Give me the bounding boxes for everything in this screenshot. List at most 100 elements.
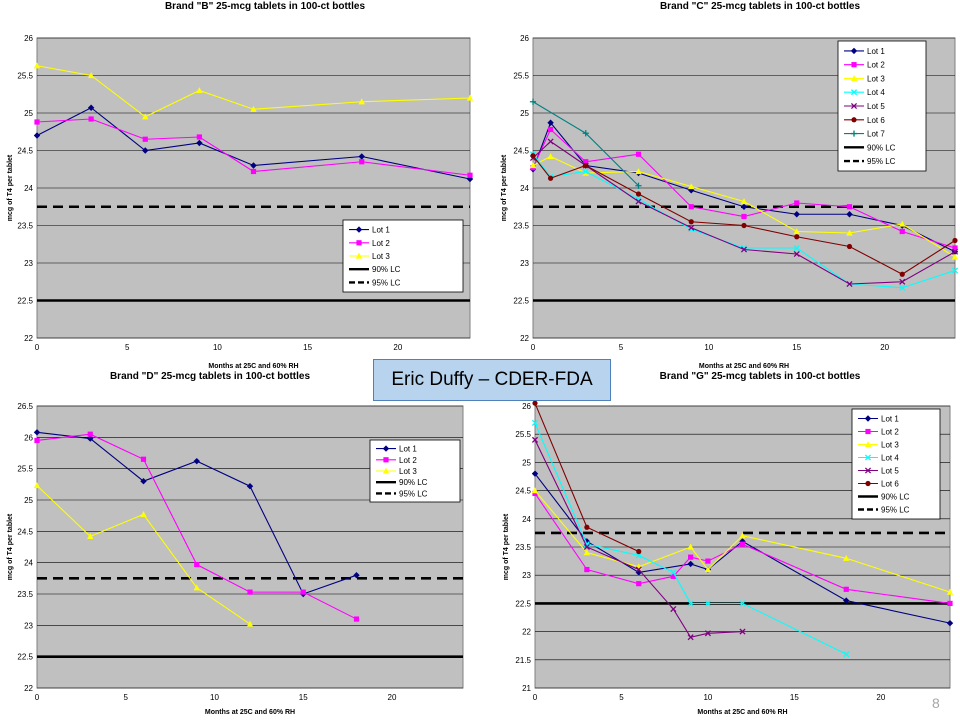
data-point [794,234,800,240]
data-point [530,153,536,159]
y-tick-label: 25.5 [17,465,33,474]
x-tick-label: 15 [303,343,312,352]
legend-marker [850,102,858,110]
data-point [359,159,365,165]
data-point [951,253,959,260]
legend-label: 95% LC [867,157,896,166]
y-tick-label: 23 [520,259,529,268]
series-lot-2 [34,431,360,622]
legend-marker [851,117,857,123]
data-point [704,600,711,607]
series-line [534,422,847,655]
data-point [194,561,200,568]
series-lot-7 [529,98,642,189]
y-tick-label: 22 [24,684,33,693]
legend-marker [356,240,362,246]
data-point [687,634,694,641]
y-tick-label: 22 [520,334,529,343]
data-point [466,175,474,183]
y-tick-label: 25 [24,109,33,118]
data-point [704,566,712,573]
data-point [353,616,360,622]
legend-marker [850,89,858,96]
y-tick-label: 26 [24,34,33,43]
legend-marker [850,75,858,82]
y-tick-label: 25 [522,458,531,467]
chart-3: 22 22.5 23 23.5 24 24.5 25 25.5 26 26.5 0 5 10 15 20 Br… [7,371,464,716]
legend-label: 95% LC [372,278,401,287]
data-point [843,651,850,658]
data-point [635,552,642,559]
data-point [946,619,954,627]
legend-marker [355,226,363,233]
series-lot-3 [529,153,959,260]
chart-title: Brand "B" 25-mcg tablets in 100-ct bottl… [165,1,366,12]
x-axis-label: Months at 25C and 60% RH [697,709,787,716]
x-tick-label: 15 [299,693,308,702]
series-line [532,121,956,253]
data-point [740,246,748,253]
legend-label: Lot 4 [881,454,899,463]
x-tick-label: 0 [533,693,538,702]
y-axis-label: mcg of T4 per tablet [503,513,510,580]
legend-marker [865,480,871,487]
x-tick-label: 20 [880,343,889,352]
data-point [688,224,695,231]
data-point [635,191,642,197]
y-tick-label: 25.5 [17,72,33,81]
data-point [142,136,148,142]
y-tick-label: 21.5 [515,656,531,665]
legend-label: 95% LC [881,506,910,515]
series-lot-2 [532,490,953,606]
data-point [739,541,746,547]
data-point [88,116,94,122]
x-tick-label: 20 [388,693,397,702]
series-line [532,155,956,275]
data-point [583,549,591,556]
legend-label: Lot 4 [867,88,885,97]
data-point [547,126,554,133]
x-tick-label: 5 [124,693,129,702]
legend: Lot 1 Lot 2 Lot 3 90% LC 95% LC [369,439,461,503]
y-tick-label: 26 [522,402,531,411]
legend-label: Lot 6 [867,116,885,125]
data-point [584,524,590,530]
chart-2: 22 22.5 23 23.5 24 24.5 25 25.5 26 0 5 10 15 20 Brand … [501,1,959,370]
legend-marker [850,130,858,137]
chart-title: Brand "C" 25-mcg tablets in 100-ct bottl… [660,1,861,12]
series-lot-1 [33,104,474,183]
data-point [196,134,202,140]
data-point [33,429,41,436]
y-axis-label: mcg of T4 per tablet [7,513,14,580]
legend-marker [851,62,857,68]
x-tick-label: 0 [35,343,40,352]
legend-label: Lot 3 [867,74,885,83]
data-point [899,228,905,235]
legend-marker [864,467,872,474]
y-tick-label: 26.5 [17,402,33,411]
data-point [142,147,149,154]
data-point [140,456,147,462]
data-point [635,168,642,175]
y-tick-label: 25 [520,109,529,118]
data-point [34,119,40,125]
data-point [688,554,694,560]
data-point [87,431,93,437]
y-tick-label: 22.5 [515,599,531,608]
x-tick-label: 10 [210,693,219,702]
series-line [534,490,951,593]
series-lot-3 [33,62,474,120]
y-tick-label: 26 [520,34,529,43]
legend-marker [864,441,872,448]
data-point [843,554,850,561]
series-line [532,140,956,285]
data-point [531,436,539,443]
data-point [946,588,954,595]
chart-title: Brand "G" 25-mcg tablets in 100-ct bottl… [660,371,861,382]
data-point [670,605,677,613]
data-point [947,600,953,606]
y-tick-label: 23 [522,571,531,580]
legend-marker [383,457,389,463]
chart-1: 22 22.5 23 23.5 24 24.5 25 25.5 26 0 5 10 15 20 Brand … [7,1,474,370]
data-point [846,204,853,210]
